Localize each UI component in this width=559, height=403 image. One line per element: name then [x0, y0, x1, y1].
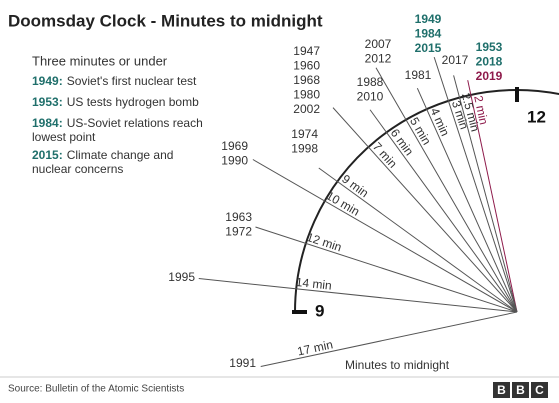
hand-line [318, 167, 518, 313]
logo-box [512, 382, 529, 398]
year-label: 1949 [415, 12, 442, 26]
year-label: 1963 [225, 210, 252, 224]
legend-text: US-Soviet relations reach [67, 116, 203, 130]
minute-label: 2 min [471, 94, 491, 126]
logo-letter: C [535, 383, 544, 397]
clock-arc [294, 89, 559, 313]
legend-item: 2015: Climate change and nuclear concerns [32, 148, 173, 176]
minute-label-group: 2 min [471, 94, 491, 126]
legend-text: Soviet's first nuclear test [67, 74, 197, 88]
logo-letter: B [516, 383, 525, 397]
hand-line [369, 109, 518, 313]
hand-line [375, 67, 518, 313]
year-label: 1953 [476, 40, 503, 54]
minute-label-group: 12 min [305, 230, 344, 254]
legend-item: 1984: US-Soviet relations reach lowest poi… [32, 116, 203, 144]
year-label: 2015 [415, 41, 442, 55]
year-label: 1980 [293, 88, 320, 102]
year-label: 1981 [405, 68, 432, 82]
hand-line [467, 80, 518, 313]
hand-line [255, 226, 518, 313]
legend-year: 1949: [32, 74, 63, 88]
hand-line [198, 278, 518, 313]
year-label: 2010 [357, 90, 384, 104]
minute-label-group: 14 min [295, 275, 332, 293]
dial-12: 12 [527, 107, 546, 126]
legend-year: 2015: [32, 148, 63, 162]
hand-line [433, 56, 518, 313]
year-label: 1960 [293, 59, 320, 73]
legend-text: US tests hydrogen bomb [67, 95, 199, 109]
year-label: 1947 [293, 44, 320, 58]
hand-line [332, 107, 518, 313]
legend-year: 1953: [32, 95, 63, 109]
year-label: 2007 [365, 37, 392, 51]
legend-text: Climate change and [67, 148, 174, 162]
year-label: 2017 [442, 53, 469, 67]
hand-line [416, 87, 518, 313]
logo-letter: B [497, 383, 506, 397]
year-label: 2018 [476, 55, 503, 69]
legend-text: lowest point [32, 130, 96, 144]
dial-9: 9 [315, 301, 324, 320]
minute-label: 4 min [427, 106, 452, 139]
year-label: 1988 [357, 75, 384, 89]
year-label: 2012 [365, 52, 392, 66]
legend-text: nuclear concerns [32, 162, 123, 176]
year-label: 1995 [168, 270, 195, 284]
minute-label-group: 4 min [427, 106, 452, 139]
year-label: 1974 [291, 127, 318, 141]
legend-year: 1984: [32, 116, 63, 130]
year-label: 1984 [415, 27, 442, 41]
minute-label: 12 min [305, 230, 344, 254]
hand-line [453, 75, 518, 313]
minute-label: 14 min [295, 275, 332, 293]
year-label: 1972 [225, 225, 252, 239]
year-label: 2019 [476, 69, 503, 83]
year-label: 1990 [221, 154, 248, 168]
year-label: 1998 [291, 142, 318, 156]
legend-item: 1953: US tests hydrogen bomb [32, 95, 199, 109]
year-label: 1991 [229, 356, 256, 370]
legend-heading: Three minutes or under [32, 53, 168, 68]
source: Source: Bulletin of the Atomic Scientist… [8, 384, 184, 395]
title: Doomsday Clock - Minutes to midnight [8, 11, 323, 30]
logo-box [531, 382, 548, 398]
dial-caption: Minutes to midnight [345, 358, 450, 372]
year-label: 2002 [293, 102, 320, 116]
legend-item: 1949: Soviet's first nuclear test [32, 74, 197, 88]
hand-line [260, 311, 518, 367]
year-label: 1968 [293, 73, 320, 87]
year-label: 1969 [221, 139, 248, 153]
logo-box [493, 382, 510, 398]
hand-line [252, 159, 518, 313]
